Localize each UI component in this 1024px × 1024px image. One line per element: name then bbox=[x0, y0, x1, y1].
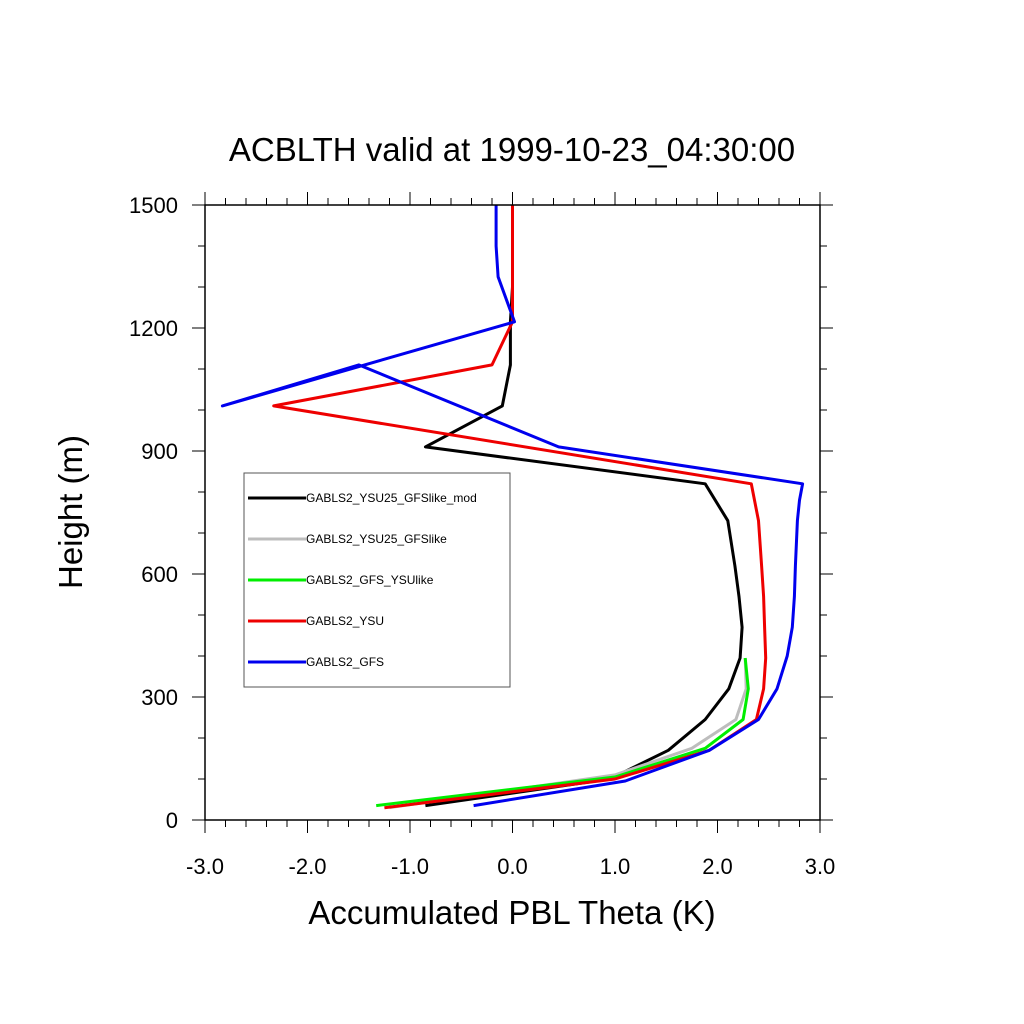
series-layer bbox=[220, 205, 805, 810]
x-tick-label: 3.0 bbox=[805, 854, 836, 879]
series-line-2 bbox=[376, 657, 750, 808]
ticks-layer: -3.0 -2.0 -1.0 0.0 1.0 2.0 3.0 0 300 600 900 1200 15… bbox=[129, 192, 835, 879]
y-tick-label: 1200 bbox=[129, 316, 178, 341]
x-tick-label: -2.0 bbox=[289, 854, 327, 879]
plot-frame bbox=[204, 204, 821, 821]
x-tick-label: -1.0 bbox=[391, 854, 429, 879]
x-tick-label: 2.0 bbox=[702, 854, 733, 879]
legend-label: GABLS2_GFS_YSUlike bbox=[306, 573, 434, 587]
y-tick-label: 300 bbox=[141, 685, 178, 710]
legend-label: GABLS2_YSU25_GFSlike bbox=[306, 532, 447, 546]
y-tick-label: 0 bbox=[166, 808, 178, 833]
x-tick-label: -3.0 bbox=[186, 854, 224, 879]
series-line-4 bbox=[220, 205, 805, 808]
x-tick-label: 1.0 bbox=[600, 854, 631, 879]
legend-label: GABLS2_GFS bbox=[306, 655, 384, 669]
x-tick-label: 0.0 bbox=[497, 854, 528, 879]
chart-title: ACBLTH valid at 1999-10-23_04:30:00 bbox=[229, 131, 795, 168]
y-tick-label: 1500 bbox=[129, 193, 178, 218]
y-tick-label: 600 bbox=[141, 562, 178, 587]
y-axis-label: Height (m) bbox=[52, 435, 89, 589]
legend: GABLS2_YSU25_GFSlike_mod GABLS2_YSU25_GFS… bbox=[243, 472, 511, 688]
legend-label: GABLS2_YSU25_GFSlike_mod bbox=[306, 491, 477, 505]
y-tick-label: 900 bbox=[141, 439, 178, 464]
x-axis-label: Accumulated PBL Theta (K) bbox=[308, 894, 715, 931]
legend-label: GABLS2_YSU bbox=[306, 614, 384, 628]
